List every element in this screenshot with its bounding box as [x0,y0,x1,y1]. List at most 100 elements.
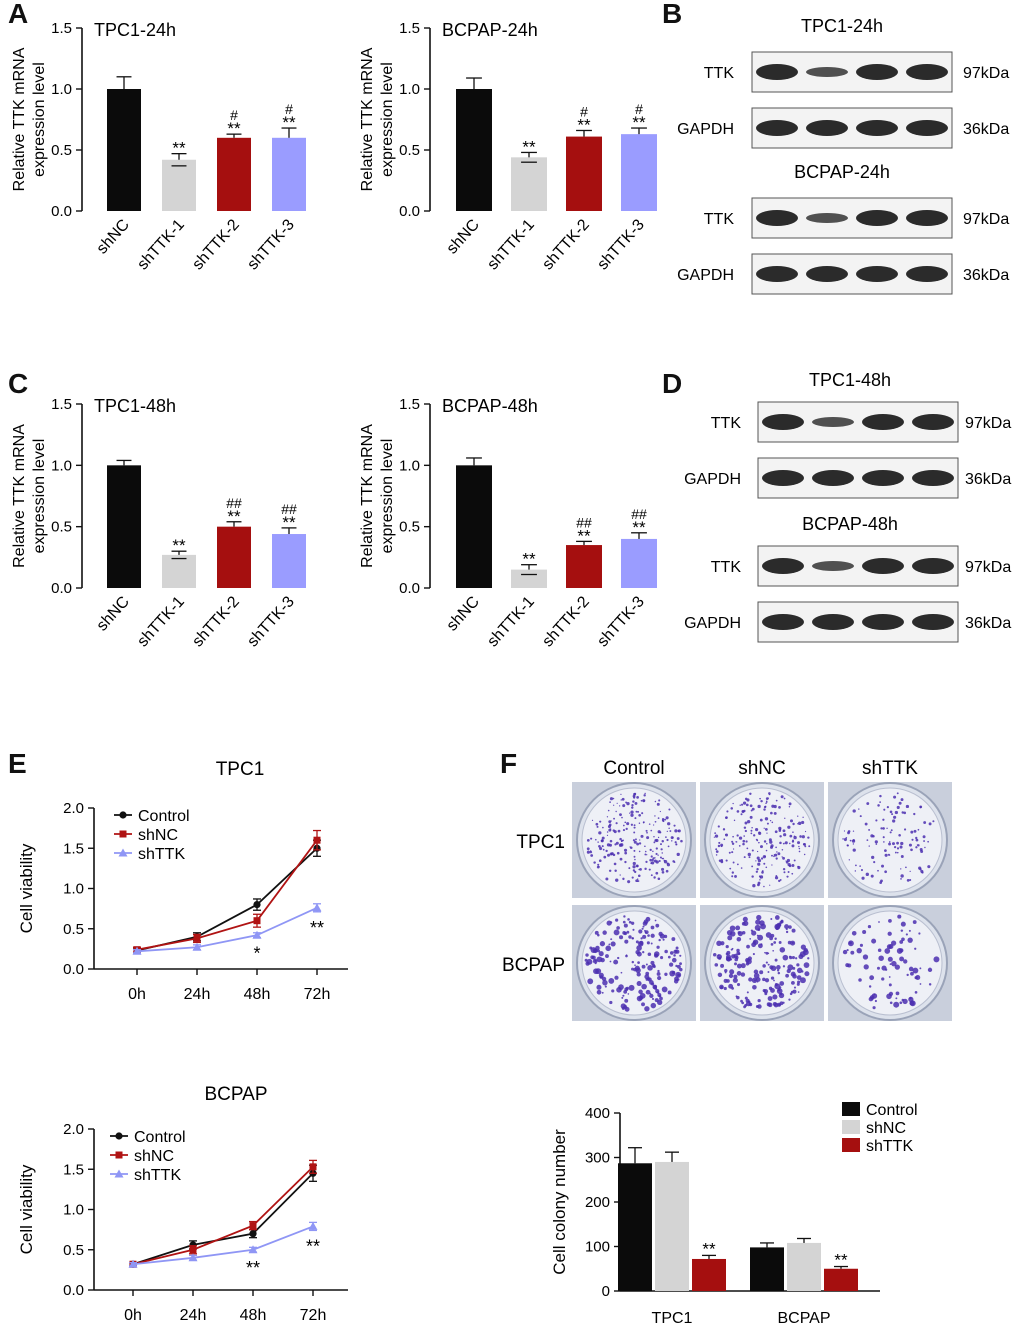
colony-dot [662,857,665,860]
point-shTTK [312,903,322,912]
point-shNC [309,1163,317,1171]
blot-kda-label: 36kDa [963,267,1009,284]
colony-dot [663,860,668,864]
colony-dot [734,957,739,962]
colony-dot [638,989,643,995]
colony-dot [789,992,793,996]
colony-dot [729,969,735,975]
colony-dot [658,931,663,937]
colony-dot [901,998,905,1002]
colony-dot [778,941,782,944]
colony-dot [668,827,670,830]
y-tick-label: 0.0 [399,203,420,220]
colony-dot [610,941,616,947]
colony-dot [632,800,635,803]
colony-dot [723,838,726,841]
colony-dot [631,806,634,809]
colony-dot [906,973,909,977]
colony-dot [731,954,736,959]
colony-dot [715,848,718,851]
colony-dot [888,841,891,843]
colony-dot [718,841,721,844]
point-Control [249,1230,257,1238]
colony-dot [742,916,748,922]
significance-stars: ** [282,113,296,132]
colony-dot [602,848,605,851]
colony-dot [870,834,874,838]
colony-dot [616,926,620,930]
colony-dot [888,842,891,846]
colony-dot [653,876,656,879]
colony-dot [659,810,661,813]
colony-dot [740,972,746,977]
colony-dot [736,971,742,976]
significance-stars: ** [282,513,296,532]
blot-protein-label: GAPDH [684,615,741,632]
colony-dot [914,947,917,950]
colony-dot [655,852,658,856]
colony-dot [649,848,652,852]
colony-dot [760,857,764,860]
y-tick-label: 200 [585,1194,610,1211]
colony-dot [736,963,742,969]
colony-dot [803,853,806,856]
colony-dot [650,925,655,930]
colony-dot [677,973,681,977]
blot-band [856,266,898,282]
colony-dot [767,970,770,973]
colony-dot [769,884,771,886]
colony-dot [657,854,659,856]
blot-band [762,614,804,630]
colony-dot [666,863,671,867]
colony-dot [908,843,912,847]
colony-plates: Control shNC shTTK TPC1 BCPAP [502,758,952,1021]
colony-dot [731,875,734,878]
colony-dot [661,986,668,993]
colony-dot [884,968,888,971]
colony-dot [587,978,594,985]
bar-shTTK-3 [272,534,306,588]
colony-dot [776,851,778,853]
colony-dot [862,954,869,960]
significance-stars: ** [227,119,241,138]
colony-dot [774,915,780,920]
colony-dot [677,964,681,969]
colony-dot [736,948,740,953]
colony-dot [631,803,634,807]
colony-dot [842,838,844,840]
colony-dot [766,822,769,825]
colony-dot [792,974,797,979]
colony-dot [639,868,642,871]
colony-dot [673,861,676,864]
blot-title: TPC1-24h [801,16,883,36]
colony-dot [628,867,631,870]
colony-dot [609,960,612,963]
colony-dot [893,1001,900,1008]
colony-dot [846,844,849,847]
colony-dot [733,974,738,979]
blot-kda-label: 36kDa [963,121,1009,138]
point-shNC [189,1246,197,1254]
colony-dot [767,1002,773,1008]
blot-band [806,67,848,77]
colony-dot [609,797,614,801]
point-shNC [313,836,321,844]
colony-dot [763,827,765,829]
series-line-shTTK [132,1225,314,1266]
line-chart-e2: BCPAP 0.0 0.5 1.0 1.5 2.0 0h 24h 48h 72h Cell viab… [17,1084,348,1324]
colony-dot [852,839,855,842]
colony-dot [750,829,753,832]
colony-dot [796,982,800,986]
colony-dot [900,868,902,870]
point-shNC [253,917,261,925]
colony-dot [903,828,907,831]
significance-hash: # [580,103,588,119]
colony-dot [903,811,907,815]
colony-dot [758,831,761,834]
colony-dot [597,933,600,937]
plate-well [837,910,943,1016]
colony-dot [787,871,790,874]
colony-dot [792,966,796,970]
colony-dot [731,842,735,845]
colony-dot [908,966,914,972]
